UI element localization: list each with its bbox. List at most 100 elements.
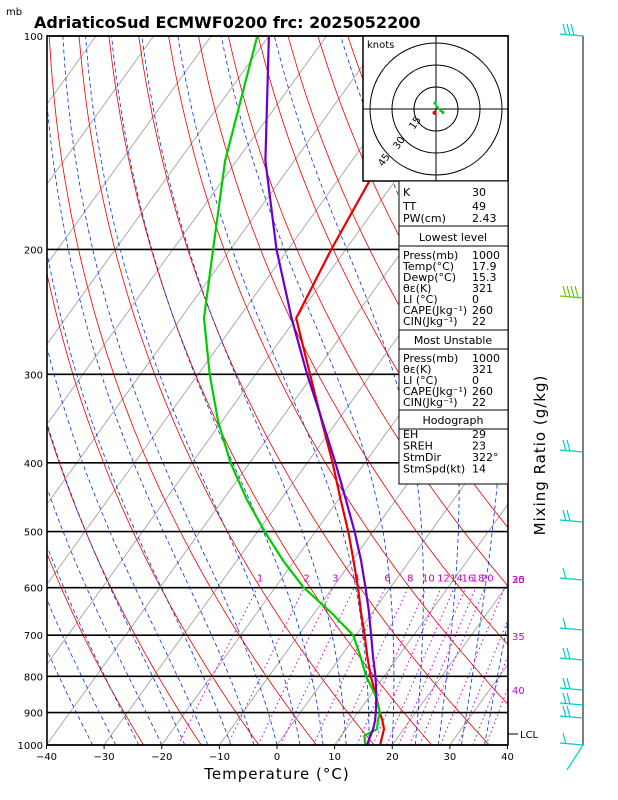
- isotherm-line: [565, 36, 618, 745]
- wind-barb-feather: [562, 509, 567, 522]
- dry-adiabat-line: [78, 36, 375, 745]
- mixing-ratio-line: [356, 587, 427, 745]
- moist-adiabat-line: [141, 36, 347, 745]
- wind-barb-feather: [562, 567, 567, 580]
- temperature-tick-label: 30: [444, 752, 457, 763]
- isotherm-line: [47, 36, 212, 265]
- dry-adiabat-line: [557, 36, 618, 745]
- most-unstable-value: 1000: [472, 352, 500, 365]
- wind-barb-feather: [562, 23, 567, 36]
- pressure-tick-label: 700: [24, 631, 43, 642]
- dry-adiabat-line: [168, 36, 508, 705]
- isotherm-line: [47, 36, 385, 505]
- most-unstable-value: 0: [472, 374, 479, 387]
- hodograph-index-label: EH: [403, 428, 418, 441]
- right-axis-title: Mixing Ratio (g/kg): [531, 375, 549, 536]
- hodograph-index-box: [398, 409, 509, 485]
- mixing-ratio-label: 1: [257, 574, 263, 585]
- most-unstable-label: Press(mb): [403, 352, 458, 365]
- lowest-level-value: 22: [472, 315, 486, 328]
- wind-barbs: [559, 23, 584, 771]
- dry-adiabat-line: [198, 36, 508, 646]
- lowest-level-label: CIN(Jkg⁻¹): [403, 315, 458, 328]
- lowest-level-value: 0: [472, 293, 479, 306]
- moist-adiabat-line: [47, 421, 186, 745]
- moist-adiabat-line: [47, 98, 255, 745]
- hodograph-index-value: 29: [472, 428, 486, 441]
- lowest-level-value: 1000: [472, 249, 500, 262]
- hodograph-trace: [432, 101, 445, 115]
- temperature-tick-label: −10: [209, 752, 230, 763]
- mixing-ratio-label: 30: [512, 575, 525, 586]
- background-grid: [47, 36, 618, 745]
- lowest-level-rows: Press(mb) 1000 Temp(°C) 17.9 Dewp(°C) 15.3 θε(…: [402, 249, 500, 328]
- isotherm-line: [103, 183, 508, 745]
- wind-barb-feather: [562, 732, 567, 745]
- hodograph-point: [441, 110, 445, 115]
- most-unstable-value: 22: [472, 396, 486, 409]
- mixing-ratio-label: 14: [450, 574, 463, 585]
- mixing-ratio-label: 8: [407, 574, 413, 585]
- moist-adiabat-line: [484, 617, 508, 745]
- lowest-level-label: Press(mb): [403, 249, 458, 262]
- mixing-ratio-label: 40: [512, 686, 525, 697]
- wind-barb-feather: [570, 285, 575, 298]
- mixing-ratio-label: 12: [437, 574, 450, 585]
- pressure-tick-label: 600: [24, 584, 43, 595]
- lowest-level-label: Dewp(°C): [403, 271, 456, 284]
- mixing-ratio-line: [227, 587, 305, 745]
- temperature-tick-label: 40: [501, 752, 514, 763]
- hodograph-index-rows: EH 29 SREH 23 StmDir 322° StmSpd(kt) 14: [403, 428, 499, 476]
- index-pw-value: 2.43: [472, 212, 497, 225]
- most-unstable-label: CIN(Jkg⁻¹): [403, 396, 458, 409]
- wind-barb-feather: [566, 285, 571, 298]
- dry-adiabat-line: [108, 36, 433, 745]
- pressure-unit-label: mb: [6, 7, 22, 18]
- lowest-level-box: [398, 225, 509, 331]
- most-unstable-box: [398, 329, 509, 411]
- isotherm-line: [276, 423, 508, 745]
- hodograph-units: knots: [367, 40, 394, 51]
- mixing-ratio-line: [386, 587, 455, 745]
- wind-barb-feather: [562, 647, 567, 660]
- mixing-ratio-line: [472, 653, 508, 745]
- mixing-ratio-line: [398, 587, 467, 745]
- most-unstable-label: CAPE(Jkg⁻¹): [403, 385, 467, 398]
- dry-adiabat-line: [257, 36, 508, 529]
- dry-adiabat-line: [47, 552, 144, 745]
- wind-barb-shaft: [559, 449, 584, 453]
- wind-barb-feather: [574, 285, 579, 298]
- wind-barb-feather: [566, 677, 571, 690]
- hodograph-index-label: StmSpd(kt): [403, 463, 465, 476]
- wind-barb-feather: [566, 705, 571, 718]
- most-unstable-label: LI (°C): [403, 374, 438, 387]
- temperature-tick-label: 20: [386, 752, 399, 763]
- hodograph-ring: [413, 86, 459, 132]
- lowest-level-label: θε(K): [403, 282, 431, 295]
- dry-adiabat-line: [586, 36, 618, 745]
- wind-barb-shaft: [559, 577, 584, 581]
- mixing-ratio-label: 25: [512, 575, 525, 586]
- mixing-ratio-label: 3: [332, 574, 338, 585]
- sounding-profiles: [202, 36, 455, 745]
- lowest-level-label: LI (°C): [403, 293, 438, 306]
- index-tt-label: TT: [402, 200, 417, 213]
- wind-barb-shaft: [559, 33, 584, 37]
- mixing-ratio-label: 2: [303, 574, 309, 585]
- chart-title: AdriaticoSud ECMWF0200 frc: 2025052200: [34, 13, 420, 32]
- lcl-label: LCL: [520, 730, 539, 741]
- moist-adiabat-line: [62, 36, 278, 745]
- mixing-ratio-line: [280, 587, 355, 745]
- mixing-ratio-line: [337, 587, 409, 745]
- hodograph-index-label: StmDir: [403, 451, 442, 464]
- hodograph-point: [439, 108, 443, 113]
- lowest-level-value: 15.3: [472, 271, 497, 284]
- wind-barb-feather: [566, 647, 571, 660]
- wind-barb-feather: [566, 509, 571, 522]
- hodograph-index-header: Hodograph: [423, 414, 484, 427]
- x-axis-title: Temperature (°C): [203, 765, 349, 783]
- pressure-tick-label: 900: [24, 709, 43, 720]
- isotherm-line: [334, 503, 508, 745]
- wind-barb-shaft: [559, 715, 584, 719]
